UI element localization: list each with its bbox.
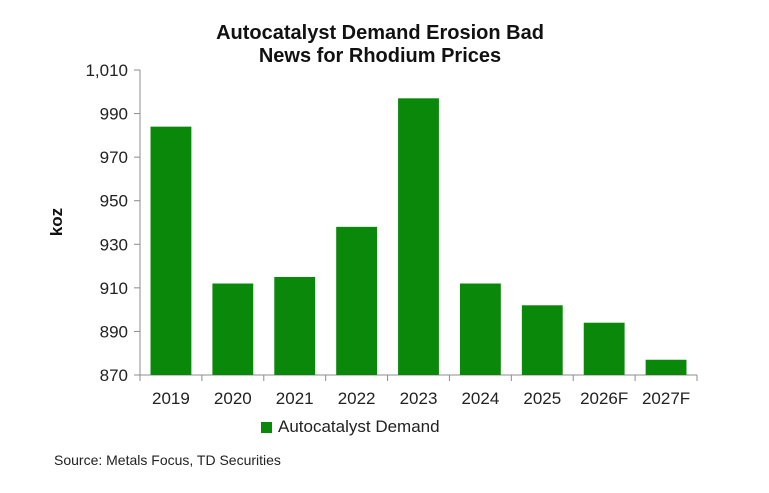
chart-title: Autocatalyst Demand Erosion Bad News for… — [0, 22, 760, 68]
bar — [583, 322, 625, 375]
bar — [521, 305, 563, 375]
y-tick-label: 910 — [100, 279, 128, 298]
x-tick-label: 2025 — [523, 389, 561, 408]
bar — [150, 126, 192, 376]
y-tick-label: 1,010 — [85, 61, 128, 80]
x-tick-label: 2026F — [580, 389, 628, 408]
legend-label: Autocatalyst Demand — [278, 417, 440, 436]
chart-title-line-1: Autocatalyst Demand Erosion Bad — [216, 22, 544, 44]
bar — [459, 283, 501, 375]
bar — [398, 98, 439, 376]
y-tick-label: 970 — [100, 148, 128, 167]
y-tick-label: 870 — [100, 366, 128, 385]
y-tick-label: 990 — [100, 105, 128, 124]
y-tick-label: 890 — [100, 322, 128, 341]
chart-title-line-2: News for Rhodium Prices — [258, 45, 502, 67]
source-note: Source: Metals Focus, TD Securities — [54, 452, 281, 468]
y-axis-label: koz — [47, 208, 66, 236]
bar — [212, 283, 254, 375]
x-tick-label: 2019 — [152, 389, 190, 408]
y-tick-label: 930 — [100, 235, 128, 254]
x-tick-label: 2022 — [338, 389, 376, 408]
x-tick-label: 2023 — [400, 389, 438, 408]
bar — [336, 226, 378, 375]
bar — [274, 276, 316, 375]
y-axis: 870 890 910 930 950 970 990 1,010 — [85, 61, 141, 385]
y-tick-label: 950 — [100, 192, 128, 211]
x-tick-label: 2027F — [642, 389, 690, 408]
legend: Autocatalyst Demand — [261, 417, 440, 437]
bars — [150, 98, 687, 376]
bar — [645, 359, 687, 375]
x-axis: 2019 2020 2021 2022 2023 2024 2025 2026F 2027F — [139, 374, 698, 408]
legend-swatch — [261, 421, 272, 433]
x-tick-label: 2020 — [214, 389, 252, 408]
x-tick-label: 2024 — [461, 389, 499, 408]
x-tick-label: 2021 — [276, 389, 314, 408]
